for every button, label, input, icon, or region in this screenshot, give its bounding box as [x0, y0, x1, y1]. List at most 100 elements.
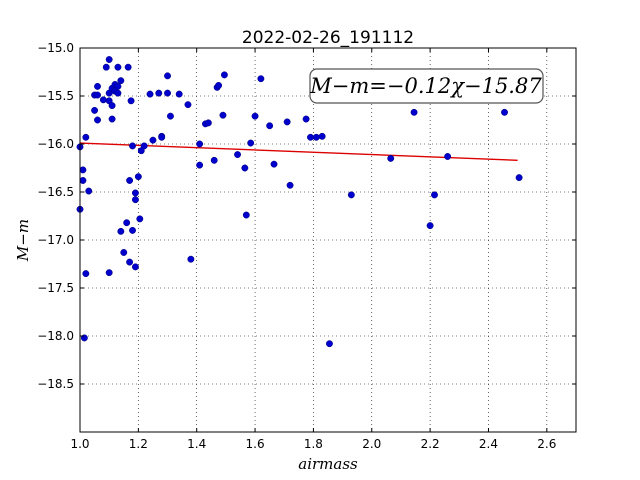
data-point: [196, 161, 204, 169]
data-point: [326, 340, 333, 348]
data-point: [196, 140, 204, 148]
data-point: [126, 258, 134, 266]
data-point: [444, 153, 452, 160]
data-point: [79, 177, 87, 184]
annotation-box: [309, 68, 544, 104]
x-tick-label: 1.0: [70, 437, 89, 451]
y-tick-label: −17.0: [37, 233, 74, 247]
data-point: [210, 156, 218, 164]
data-point: [79, 166, 87, 174]
y-tick-label: −15.5: [37, 89, 74, 103]
data-point: [146, 90, 154, 98]
x-tick-label: 2.2: [421, 437, 440, 451]
data-point: [124, 63, 132, 71]
data-point: [129, 142, 136, 150]
data-point: [215, 81, 223, 89]
data-point: [94, 82, 101, 90]
points-layer: [76, 56, 523, 348]
data-point: [131, 196, 139, 204]
data-point: [204, 119, 212, 127]
data-point: [312, 133, 320, 141]
data-point: [102, 63, 110, 71]
data-point: [318, 132, 326, 140]
y-tick-label: −16.0: [37, 137, 74, 151]
data-point: [117, 77, 125, 85]
x-axis-label: airmass: [298, 455, 358, 473]
y-tick-label: −15.0: [37, 41, 74, 55]
data-point: [266, 122, 274, 130]
data-point: [166, 112, 174, 120]
data-point: [134, 173, 142, 181]
data-point: [501, 108, 508, 116]
data-point: [184, 101, 192, 109]
data-point: [127, 97, 135, 105]
y-axis-ticks: −15.0 −15.5 −16.0 −16.5 −17.0 −17.5 −18.0 −18.5: [37, 41, 576, 391]
data-point: [94, 116, 101, 124]
data-point: [99, 96, 107, 104]
y-tick-label: −18.5: [37, 377, 74, 391]
data-point: [120, 249, 128, 256]
data-point: [426, 222, 434, 230]
data-point: [105, 269, 113, 277]
data-point: [283, 118, 291, 126]
data-point: [136, 215, 144, 223]
data-point: [91, 106, 99, 114]
data-point: [123, 219, 131, 227]
x-tick-label: 1.8: [304, 437, 323, 451]
data-point: [155, 89, 163, 97]
data-point: [126, 177, 134, 184]
data-point: [108, 115, 116, 123]
data-point: [131, 263, 139, 271]
data-point: [219, 111, 227, 119]
x-axis-ticks: 1.0 1.2 1.4 1.6 1.8 2.0 2.2 2.4 2.6: [70, 48, 556, 451]
data-point: [164, 72, 171, 80]
data-point: [270, 160, 278, 168]
data-point: [410, 108, 418, 116]
data-point: [149, 136, 157, 144]
data-point: [241, 164, 249, 172]
data-point: [286, 181, 294, 189]
x-tick-label: 1.6: [246, 437, 265, 451]
data-point: [307, 133, 314, 141]
y-tick-label: −18.0: [37, 329, 74, 343]
data-point: [114, 82, 122, 90]
x-tick-label: 2.0: [362, 437, 381, 451]
data-point: [515, 174, 523, 182]
data-point: [251, 112, 259, 120]
data-point: [234, 151, 242, 159]
data-point: [220, 71, 228, 79]
y-tick-label: −16.5: [37, 185, 74, 199]
x-tick-label: 1.4: [187, 437, 206, 451]
chart-title: 2022-02-26_191112: [242, 28, 414, 48]
x-tick-label: 1.2: [129, 437, 148, 451]
data-point: [85, 187, 93, 195]
y-axis-label: M−m: [14, 219, 32, 262]
y-tick-label: −17.5: [37, 281, 74, 295]
data-point: [131, 189, 139, 197]
data-point: [257, 75, 265, 83]
data-point: [242, 211, 250, 219]
data-point: [108, 102, 116, 110]
x-tick-label: 2.4: [479, 437, 498, 451]
data-point: [387, 154, 395, 162]
data-point: [431, 191, 438, 199]
data-point: [175, 90, 183, 98]
data-point: [140, 142, 148, 150]
data-point: [158, 133, 166, 141]
data-point: [347, 191, 355, 199]
data-point: [164, 89, 171, 97]
data-point: [105, 56, 113, 63]
fit-equation-annotation: M−m=−0.12χ−15.87: [309, 74, 542, 98]
x-tick-label: 2.6: [537, 437, 556, 451]
data-point: [82, 270, 90, 278]
data-point: [94, 91, 101, 99]
data-point: [129, 226, 136, 234]
data-point: [247, 139, 255, 147]
data-point: [117, 227, 125, 235]
data-point: [82, 133, 90, 141]
data-point: [114, 89, 122, 97]
data-point: [302, 115, 310, 123]
data-point: [187, 255, 195, 263]
data-point: [114, 63, 122, 71]
